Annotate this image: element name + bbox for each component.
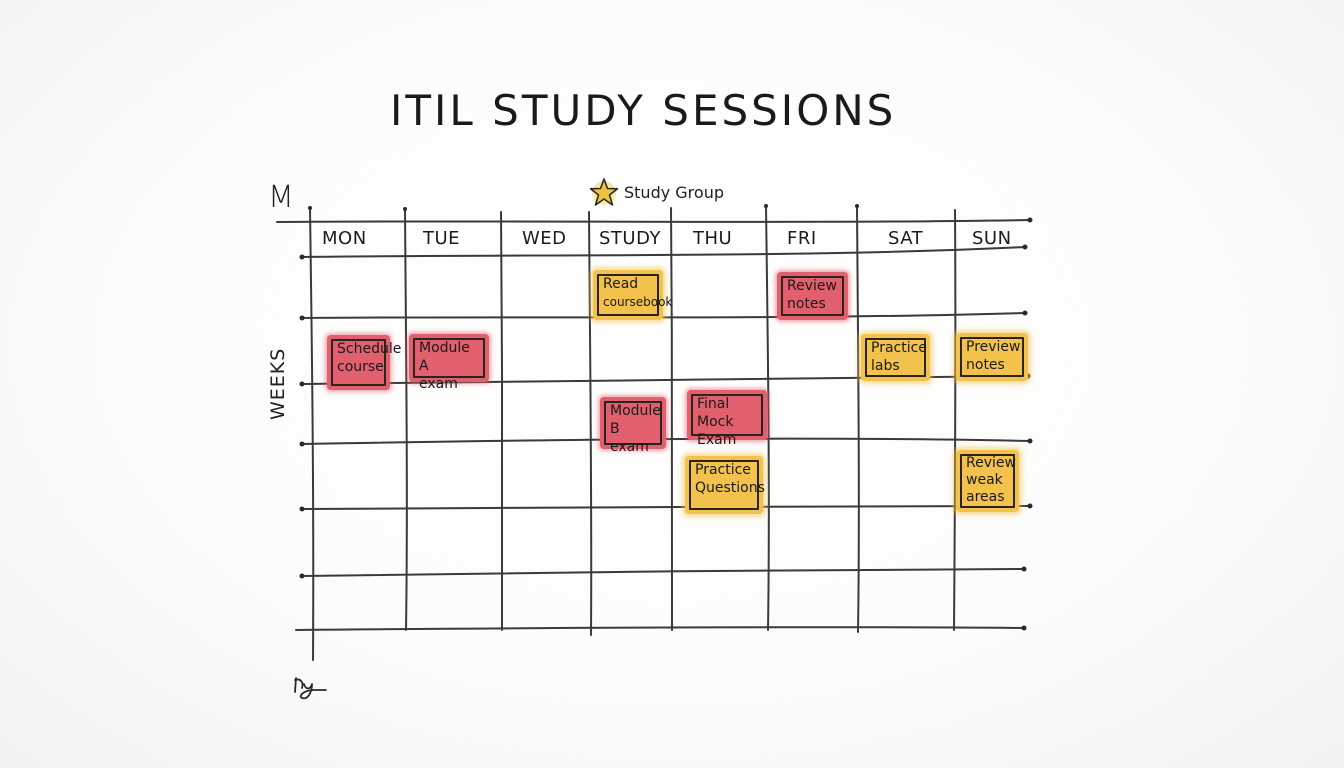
note-preview-notes[interactable]: Preview notes	[956, 333, 1028, 381]
page-title: ITIL STUDY SESSIONS	[390, 86, 897, 135]
note-line: areas	[966, 489, 1005, 505]
axis-weeks-label: WEEKS	[267, 347, 289, 420]
note-read-coursebook[interactable]: Read coursebook	[593, 270, 673, 320]
note-line: weak	[966, 472, 1003, 488]
note-line: Exam	[697, 432, 737, 448]
note-line: Practice	[871, 340, 927, 356]
note-line: Module A	[419, 340, 470, 374]
note-line: Review	[966, 455, 1016, 471]
note-line: Read	[603, 276, 639, 292]
day-header-sat: SAT	[888, 228, 924, 249]
note-practice-questions[interactable]: Practice Questions	[685, 456, 765, 514]
note-module-a-exam[interactable]: Module A exam	[409, 334, 489, 392]
note-line: Module	[610, 403, 661, 419]
note-schedule-course[interactable]: Schedule course	[327, 335, 402, 390]
note-line: notes	[787, 296, 826, 312]
day-header-study: STUDY	[599, 228, 661, 249]
note-final-mock-exam[interactable]: Final Mock Exam	[687, 390, 767, 448]
axis-top-letter: M	[268, 180, 294, 215]
note-line: coursebook	[603, 295, 673, 309]
note-line: Review	[787, 278, 837, 294]
star-icon	[589, 178, 619, 206]
note-line: notes	[966, 357, 1005, 373]
note-line: Questions	[695, 480, 765, 496]
note-line: exam	[419, 376, 458, 392]
note-practice-labs[interactable]: Practice labs	[861, 334, 930, 381]
legend-label: Study Group	[624, 182, 724, 202]
day-header-fri: FRI	[787, 228, 817, 249]
note-line: Schedule	[337, 341, 402, 357]
day-header-thu: THU	[693, 228, 733, 249]
signature-mark	[294, 677, 327, 700]
day-header-sun: SUN	[972, 228, 1012, 249]
note-line: Practice	[695, 462, 751, 478]
day-header-wed: WED	[522, 228, 567, 249]
day-header-mon: MON	[322, 228, 367, 249]
note-line: labs	[871, 358, 900, 374]
note-review-notes[interactable]: Review notes	[777, 272, 848, 320]
note-module-b-exam[interactable]: Module B exam	[600, 397, 666, 455]
note-review-weak-areas[interactable]: Review weak areas	[956, 450, 1019, 512]
note-line: Final Mock	[697, 396, 734, 430]
day-header-tue: TUE	[423, 228, 461, 249]
note-line: course	[337, 359, 384, 375]
legend: Study Group	[588, 176, 724, 208]
note-line: Preview	[966, 339, 1021, 355]
note-line: B exam	[610, 421, 649, 455]
